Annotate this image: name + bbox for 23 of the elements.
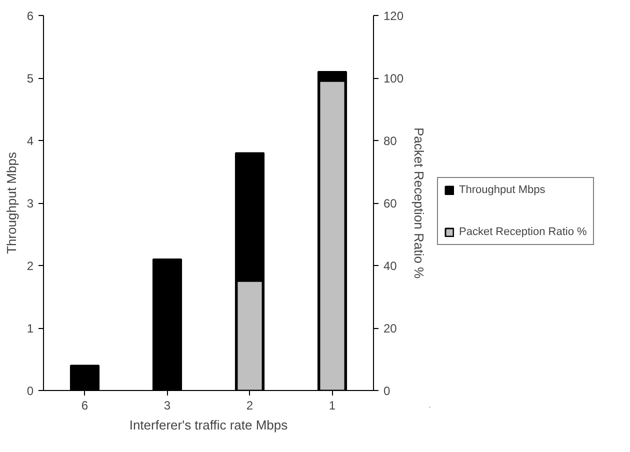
y2-tick-label: 100 <box>384 72 404 86</box>
y2-tick-label: 0 <box>384 384 390 398</box>
x-tick-label: 6 <box>81 398 88 412</box>
y-tick-label: 0 <box>26 384 34 398</box>
y-tick-label: 5 <box>26 72 34 86</box>
y-tick-label: 1 <box>26 322 34 336</box>
y2-tick-label: 120 <box>384 9 404 23</box>
y2-tick-label: 60 <box>384 196 398 210</box>
y-tick-label: 3 <box>26 196 34 210</box>
y-tick-label: 6 <box>26 9 34 23</box>
legend-label: Packet Reception Ratio % <box>459 226 587 238</box>
y-axis-title: Throughput Mbps <box>4 152 19 254</box>
y2-tick-label: 40 <box>384 259 398 273</box>
y2-axis-title: Packet Reception Ratio % <box>412 127 427 279</box>
x-tick-label: 3 <box>164 398 171 412</box>
x-tick-label: 1 <box>328 398 336 412</box>
y-tick-label: 2 <box>26 259 34 273</box>
x-tick-label: 2 <box>246 398 254 412</box>
x-axis-title: Interferer's traffic rate Mbps <box>129 418 288 432</box>
y2-tick-label: 20 <box>384 322 398 336</box>
y-tick-label: 4 <box>26 134 34 148</box>
y2-tick-label: 80 <box>384 134 398 148</box>
legend-label: Throughput Mbps <box>459 184 546 196</box>
